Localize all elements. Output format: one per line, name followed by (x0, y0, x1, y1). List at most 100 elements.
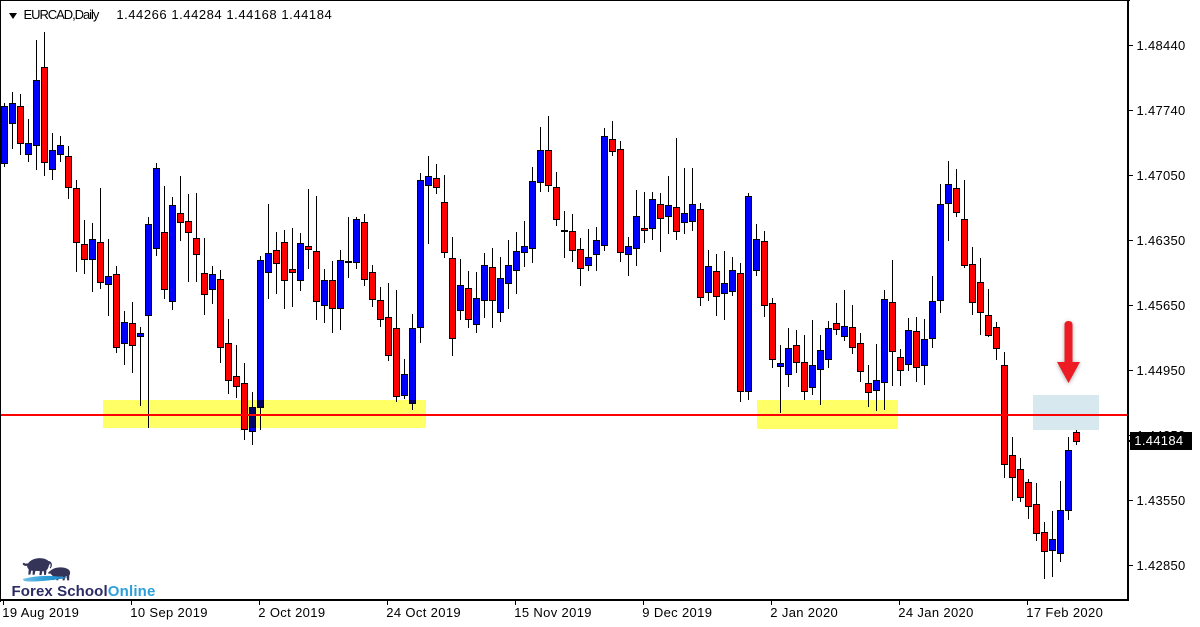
candle-body-up (753, 239, 760, 272)
candle-body-down (969, 264, 976, 304)
support-line[interactable] (1, 414, 1129, 417)
candle-body-up (681, 212, 688, 224)
candle-body-down (225, 342, 232, 382)
candle-wick (99, 187, 102, 289)
candle-body-up (601, 135, 608, 246)
candle-body-up (649, 198, 656, 230)
candle-body-up (777, 363, 784, 367)
support-highlight-zone[interactable] (102, 399, 426, 428)
candle-body-up (1057, 510, 1064, 555)
bull-and-bear-icon (22, 558, 71, 582)
candle-body-down (377, 299, 384, 321)
candle-body-up (689, 203, 696, 222)
candle-body-up (729, 269, 736, 293)
candle-wick (523, 220, 526, 267)
candle-body-down (369, 272, 376, 300)
time-tick-label: 24 Oct 2019 (386, 604, 461, 620)
candle-body-up (505, 264, 512, 284)
price-tick-label: 1.47050 (1136, 168, 1186, 183)
candle-body-up (537, 150, 544, 183)
price-axis-line (1127, 0, 1129, 600)
candle-body-down (97, 242, 104, 284)
candle-body-up (745, 195, 752, 392)
candle-wick (643, 191, 646, 243)
candle-wick (147, 216, 150, 428)
candle-wick (563, 210, 566, 259)
candle-body-up (417, 179, 424, 329)
price-tick-label: 1.45650 (1136, 298, 1186, 313)
candle-body-down (569, 230, 576, 252)
symbol-dropdown-icon[interactable] (8, 12, 17, 19)
candle-wick (587, 229, 590, 272)
symbol-name: EURCAD,Daily (23, 7, 100, 22)
candle-body-down (441, 202, 448, 254)
price-tick-label: 1.42850 (1136, 558, 1186, 573)
candle-body-up (625, 245, 632, 256)
quote-high: 1.44284 (171, 7, 223, 22)
candle-body-up (937, 203, 944, 302)
candle-body-up (929, 301, 936, 339)
candle-body-down (1025, 481, 1032, 507)
candle-body-up (721, 282, 728, 295)
candle-body-down (41, 67, 48, 164)
time-tick (130, 600, 133, 605)
candle-body-down (193, 237, 200, 255)
price-tick (1128, 564, 1133, 567)
candle-body-down (201, 273, 208, 296)
candle-body-down (449, 257, 456, 340)
brand-text-secondary: Online (107, 582, 156, 600)
candle-body-down (577, 249, 584, 270)
candle-body-down (273, 249, 280, 265)
candle-body-down (993, 326, 1000, 349)
candle-wick (659, 193, 662, 253)
candle-body-down (889, 302, 896, 353)
candle-body-up (401, 374, 408, 396)
price-tick-label: 1.43550 (1136, 493, 1186, 508)
price-tick-label: 1.46350 (1136, 233, 1186, 248)
time-tick (386, 600, 389, 605)
candle-body-down (281, 241, 288, 281)
candle-body-down (1073, 432, 1080, 443)
time-tick (1026, 600, 1029, 605)
candle-body-up (585, 256, 592, 266)
time-tick-label: 17 Feb 2020 (1026, 604, 1104, 620)
price-tick (1128, 499, 1133, 502)
arrow-shape (1057, 320, 1081, 383)
candle-body-down (185, 221, 192, 233)
candle-body-down (913, 330, 920, 368)
candle-body-down (961, 219, 968, 267)
candle-body-down (465, 288, 472, 321)
candle-wick (779, 344, 782, 414)
candle-body-down (129, 323, 136, 346)
time-tick (514, 600, 517, 605)
candle-body-down (545, 150, 552, 187)
candle-body-up (89, 238, 96, 261)
sell-arrow-icon[interactable] (1057, 320, 1081, 383)
candle-body-down (865, 383, 872, 393)
candle-body-down (393, 328, 400, 398)
chart-plot-area[interactable]: EURCAD,Daily 1.44266 1.44284 1.44168 1.44184 (0, 0, 1130, 602)
candle-body-down (953, 188, 960, 214)
target-zone-box[interactable] (1032, 394, 1100, 430)
candle-body-up (513, 251, 520, 271)
price-tick (1128, 109, 1133, 112)
time-tick-label: 9 Dec 2019 (642, 604, 713, 620)
candle-body-up (785, 348, 792, 375)
candle-body-up (1065, 449, 1072, 512)
candle-wick (627, 236, 630, 277)
candle-body-up (49, 150, 56, 171)
candle-body-up (321, 280, 328, 306)
candle-body-down (81, 244, 88, 261)
quote-close: 1.44184 (281, 7, 333, 22)
candle-body-down (641, 227, 648, 231)
candle-body-down (113, 273, 120, 348)
candle-body-up (633, 215, 640, 249)
candle-body-down (657, 203, 664, 219)
candle-body-down (329, 280, 336, 310)
candle-body-down (433, 178, 440, 188)
candle-body-down (305, 246, 312, 250)
quote-low: 1.44168 (226, 7, 278, 22)
candle-body-up (841, 325, 848, 337)
time-tick-label: 24 Jan 2020 (898, 604, 974, 620)
